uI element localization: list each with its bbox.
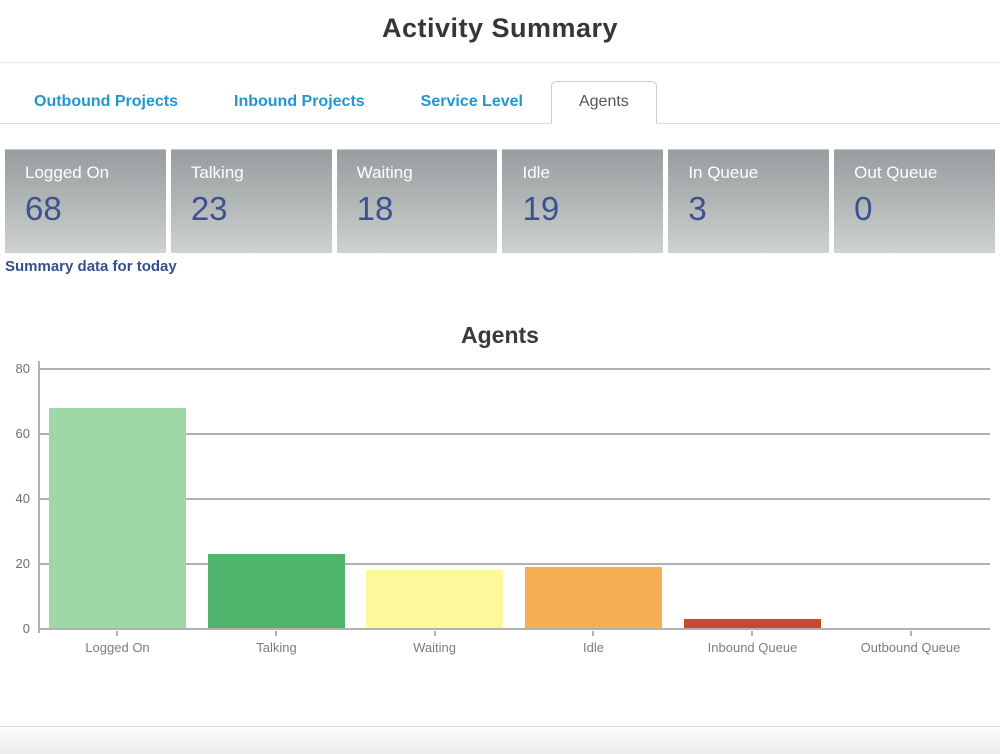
y-axis-label: 40 [15,491,30,506]
gridline-60 [38,433,990,435]
stat-label: Waiting [356,163,413,182]
agents-chart: Agents 0 20 40 60 80 Logged On Talking Waiting I… [0,296,1000,656]
x-axis-tick [751,631,753,636]
stat-value: 19 [522,190,560,227]
header-divider [0,62,1000,63]
tab-link-outbound-projects[interactable]: Outbound Projects [34,93,178,110]
stat-value: 3 [688,190,707,227]
x-axis-label: Inbound Queue [707,640,798,655]
stat-card-logged-on: Logged On 68 [5,149,166,253]
stats-row: Logged On 68 Talking 23 Waiting 18 Idle 19 In Qu… [5,149,995,253]
chart-title: Agents [461,322,539,348]
stat-value: 23 [190,190,228,227]
stat-card-idle: Idle 19 [502,149,664,253]
x-axis-tick [434,631,436,636]
stat-card-in-queue: In Queue 3 [668,149,830,253]
tabs: Outbound Projects Inbound Projects Service… [0,78,1000,124]
footer-bar [0,726,1000,754]
activity-summary-page: Activity Summary Outbound Projects Inboun… [0,13,1000,754]
y-axis-line [38,361,40,633]
stat-value: 0 [854,190,873,227]
chart-plot-area: 0 20 40 60 80 Logged On Talking Waiting Idle Inbo… [0,356,1000,656]
tab-outbound-projects: Outbound Projects [6,81,206,124]
tab-inbound-projects: Inbound Projects [206,81,393,124]
bar-talking [208,554,345,629]
summary-data-link[interactable]: Summary data for today [5,258,177,275]
stat-label: In Queue [688,163,759,182]
tab-service-level: Service Level [393,81,551,124]
stat-label: Logged On [25,163,110,182]
tab-link-agents[interactable]: Agents [550,81,657,124]
gridline-40 [38,498,990,500]
tab-link-inbound-projects[interactable]: Inbound Projects [234,93,365,110]
tab-agents: Agents [550,81,657,124]
stat-card-out-queue: Out Queue 0 [834,149,995,253]
x-axis-tick [275,631,277,636]
stat-value: 68 [25,190,62,227]
gridline-20 [38,563,990,565]
page-title: Activity Summary [381,13,619,43]
stat-label: Talking [190,163,244,182]
x-axis-label: Outbound Queue [860,640,961,655]
stat-card-waiting: Waiting 18 [336,149,498,253]
gridline-80 [38,368,990,370]
x-axis-label: Talking [256,640,297,655]
stat-value: 18 [356,190,394,227]
stat-label: Idle [522,163,550,182]
x-axis-label: Logged On [85,640,150,655]
bar-idle [525,567,662,629]
stat-label: Out Queue [854,163,938,182]
bar-logged-on [49,408,186,629]
y-axis-label: 20 [15,556,30,571]
y-axis-label: 0 [22,621,30,636]
stat-card-talking: Talking 23 [170,149,332,253]
x-axis-line [38,628,990,630]
x-axis-tick [592,631,594,636]
bar-waiting [366,570,503,629]
tab-link-service-level[interactable]: Service Level [420,93,523,110]
y-axis-label: 80 [15,361,30,376]
y-axis-label: 60 [15,426,30,441]
x-axis-label: Idle [583,640,604,655]
x-axis-tick [116,631,118,636]
bar-inbound-queue [684,619,821,629]
x-axis-tick [910,631,912,636]
x-axis-label: Waiting [413,640,456,655]
